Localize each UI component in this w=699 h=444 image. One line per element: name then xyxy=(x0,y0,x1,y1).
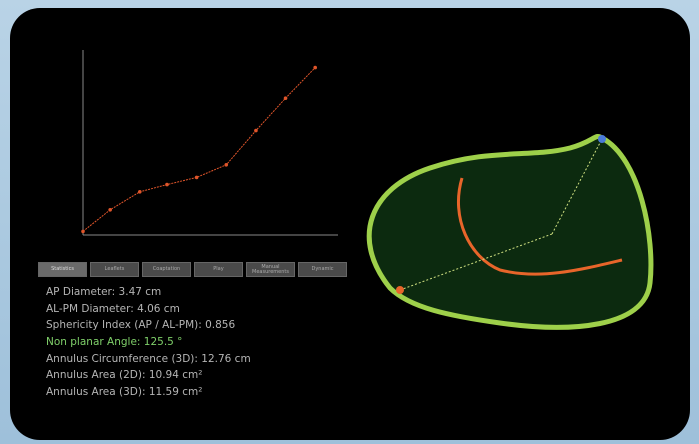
annulus-view xyxy=(366,133,654,330)
data-point xyxy=(108,208,112,212)
annulus-ring xyxy=(366,133,654,330)
tab-bar: Statistics Leaflets Coaptation Play Manual M… xyxy=(38,262,347,277)
tab[interactable]: Coaptation xyxy=(142,262,191,277)
measurement: Sphericity Index (AP / AL-PM): 0.856 xyxy=(46,319,236,332)
data-point xyxy=(194,175,199,180)
tab[interactable]: Play xyxy=(194,262,243,277)
marker xyxy=(598,135,606,143)
plot-and-view xyxy=(81,50,654,330)
coaptation-line xyxy=(456,177,623,276)
tab[interactable]: Manual Measurements xyxy=(246,262,295,277)
tab[interactable]: Leaflets xyxy=(90,262,139,277)
tab[interactable]: Statistics xyxy=(38,262,87,277)
data-point xyxy=(283,96,288,100)
measurement: Annulus Area (3D): 11.59 cm² xyxy=(46,386,203,399)
measurement: Annulus Area (2D): 10.94 cm² xyxy=(46,369,203,382)
measurements: AP Diameter: 3.47 cm AL-PM Diameter: 4.06… xyxy=(46,284,251,401)
ap-line xyxy=(399,233,553,291)
measurement: AL-PM Diameter: 4.06 cm xyxy=(46,302,180,315)
marker xyxy=(396,286,404,294)
viewer-panel: Statistics Leaflets Coaptation Play Manual M… xyxy=(10,8,690,440)
tab[interactable]: Dynamic xyxy=(298,262,347,277)
data-point xyxy=(224,163,229,167)
data-point xyxy=(165,182,169,187)
data-point xyxy=(138,190,142,194)
data-point xyxy=(81,229,85,234)
measurement: Non planar Angle: 125.5 ° xyxy=(46,336,183,349)
data-point xyxy=(313,65,317,70)
data-line xyxy=(82,67,316,232)
data-point xyxy=(254,128,258,133)
measurement: AP Diameter: 3.47 cm xyxy=(46,286,162,298)
measurement: Annulus Circumference (3D): 12.76 cm xyxy=(46,352,251,365)
alpm-line xyxy=(551,138,603,235)
